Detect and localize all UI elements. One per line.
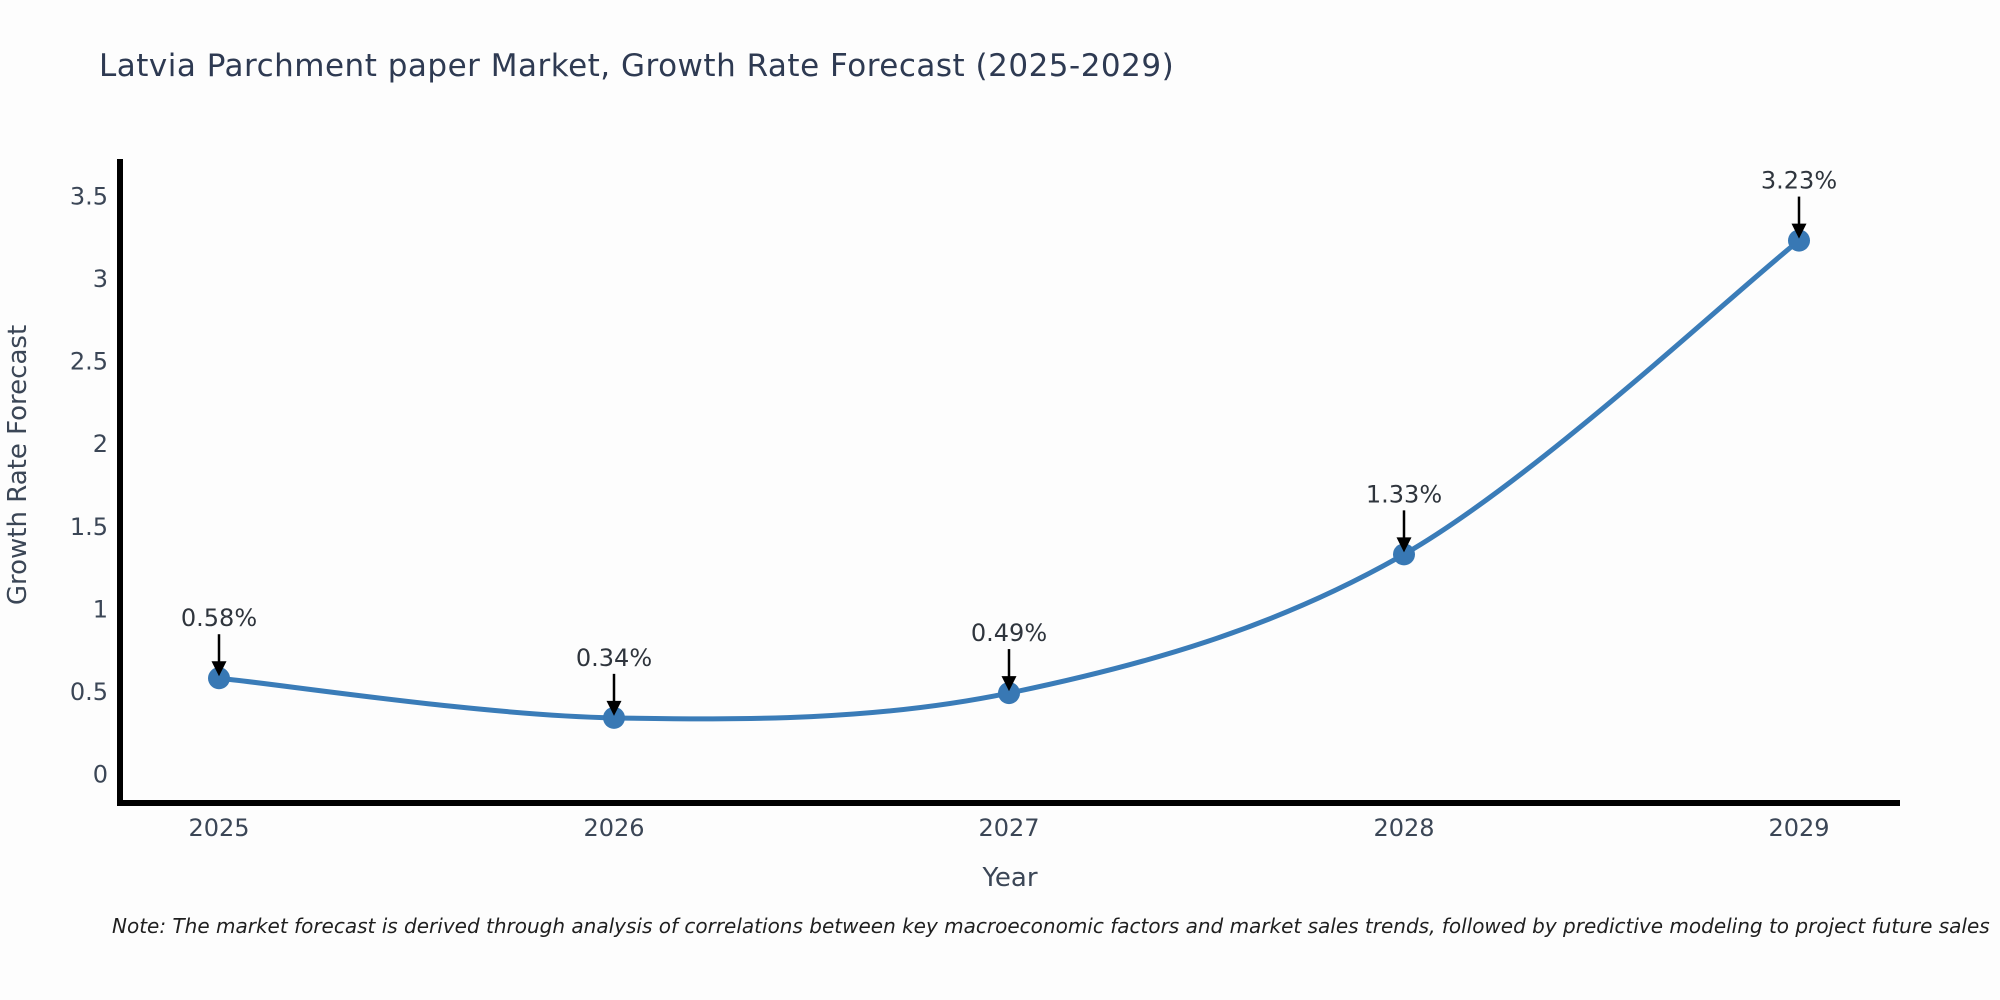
point-annotation: 0.34%	[576, 644, 652, 716]
y-tick-label: 3.5	[70, 182, 108, 210]
series-line	[216, 238, 1802, 722]
annotation-arrowhead	[1001, 676, 1017, 692]
annotation-label: 0.58%	[181, 604, 257, 632]
annotation-arrowhead	[606, 700, 622, 716]
point-annotation: 0.49%	[971, 619, 1047, 692]
y-axis-title: Growth Rate Forecast	[3, 325, 33, 605]
annotation-label: 3.23%	[1761, 167, 1837, 195]
annotation-label: 0.49%	[971, 619, 1047, 647]
y-axis-spine	[117, 159, 123, 806]
y-tick-label: 2	[93, 430, 108, 458]
data-point-marker	[603, 706, 625, 729]
x-tick-label: 2025	[188, 814, 249, 842]
series-curve	[216, 238, 1802, 722]
y-tick-label: 3	[93, 265, 108, 293]
annotation-label: 0.34%	[576, 644, 652, 672]
x-axis-title: Year	[981, 863, 1037, 893]
annotation-arrowhead	[1396, 537, 1412, 553]
x-tick-label: 2027	[978, 814, 1039, 842]
point-annotation: 0.58%	[181, 604, 257, 677]
y-tick-label: 0	[93, 761, 108, 789]
x-axis-spine	[117, 800, 1900, 806]
chart-title: Latvia Parchment paper Market, Growth Ra…	[99, 48, 1175, 84]
x-tick-label: 2029	[1768, 814, 1829, 842]
x-tick-label: 2026	[583, 814, 644, 842]
x-tick-label: 2028	[1373, 814, 1434, 842]
y-tick-label: 1	[93, 595, 108, 623]
data-point-marker	[1788, 229, 1810, 252]
annotation-arrowhead	[1791, 223, 1807, 239]
data-point-marker	[1393, 543, 1415, 566]
x-tick-labels: 2025 2026 2027 2028 2029	[188, 814, 1829, 842]
y-tick-labels: 0 0.5 1 1.5 2 2.5 3 3.5	[70, 182, 108, 788]
footnote: Note: The market forecast is derived thr…	[112, 914, 1990, 938]
annotation-arrowhead	[211, 661, 227, 677]
y-tick-label: 0.5	[70, 678, 108, 706]
y-tick-label: 1.5	[70, 513, 108, 541]
y-tick-label: 2.5	[70, 348, 108, 376]
series-markers	[208, 229, 1810, 729]
annotation-label: 1.33%	[1366, 480, 1442, 508]
point-annotation: 1.33%	[1366, 480, 1442, 553]
point-annotation: 3.23%	[1761, 167, 1837, 239]
point-annotations: 0.58% 0.34% 0.49% 1.33% 3.23%	[181, 167, 1837, 716]
data-point-marker	[998, 682, 1020, 705]
data-point-marker	[208, 667, 230, 690]
